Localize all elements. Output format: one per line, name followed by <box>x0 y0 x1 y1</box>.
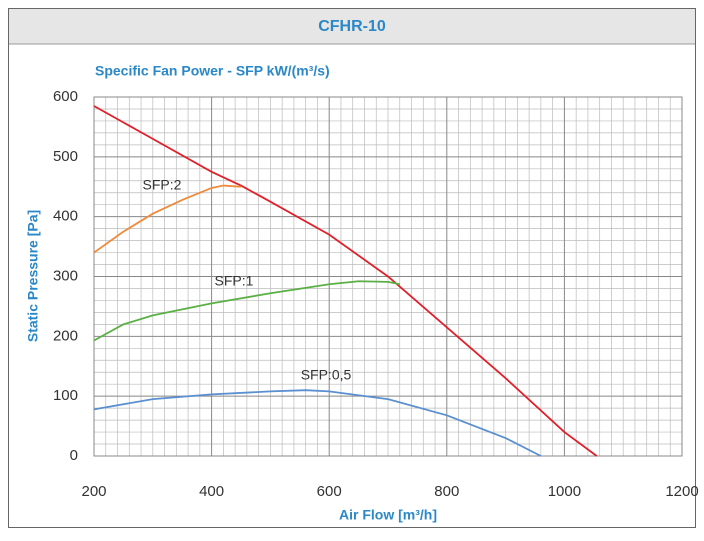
y-tick-label: 500 <box>53 148 78 165</box>
series-line <box>93 280 400 342</box>
x-tick-label: 800 <box>434 483 459 500</box>
header-band <box>9 9 695 44</box>
chart-title: CFHR-10 <box>318 18 386 35</box>
x-tick-label: 1000 <box>548 483 581 500</box>
y-axis-label: Static Pressure [Pa] <box>25 210 41 342</box>
y-tick-label: 200 <box>53 327 78 344</box>
series-label: SFP:0,5 <box>301 367 352 383</box>
series-line <box>93 105 598 457</box>
series-line <box>93 389 542 457</box>
y-tick-label: 600 <box>53 88 78 105</box>
series-label: SFP:2 <box>143 177 182 193</box>
x-axis-label: Air Flow [m³/h] <box>339 507 437 523</box>
y-tick-label: 0 <box>70 447 78 464</box>
series-label: SFP:1 <box>215 273 254 289</box>
chart-subtitle: Specific Fan Power - SFP kW/(m³/s) <box>95 63 330 79</box>
y-tick-label: 300 <box>53 267 78 284</box>
x-tick-label: 600 <box>317 483 342 500</box>
y-tick-label: 100 <box>53 387 78 404</box>
x-tick-label: 400 <box>199 483 224 500</box>
x-tick-label: 1200 <box>665 483 698 500</box>
x-tick-label: 200 <box>81 483 106 500</box>
y-tick-label: 400 <box>53 208 78 225</box>
series-line <box>93 184 242 254</box>
